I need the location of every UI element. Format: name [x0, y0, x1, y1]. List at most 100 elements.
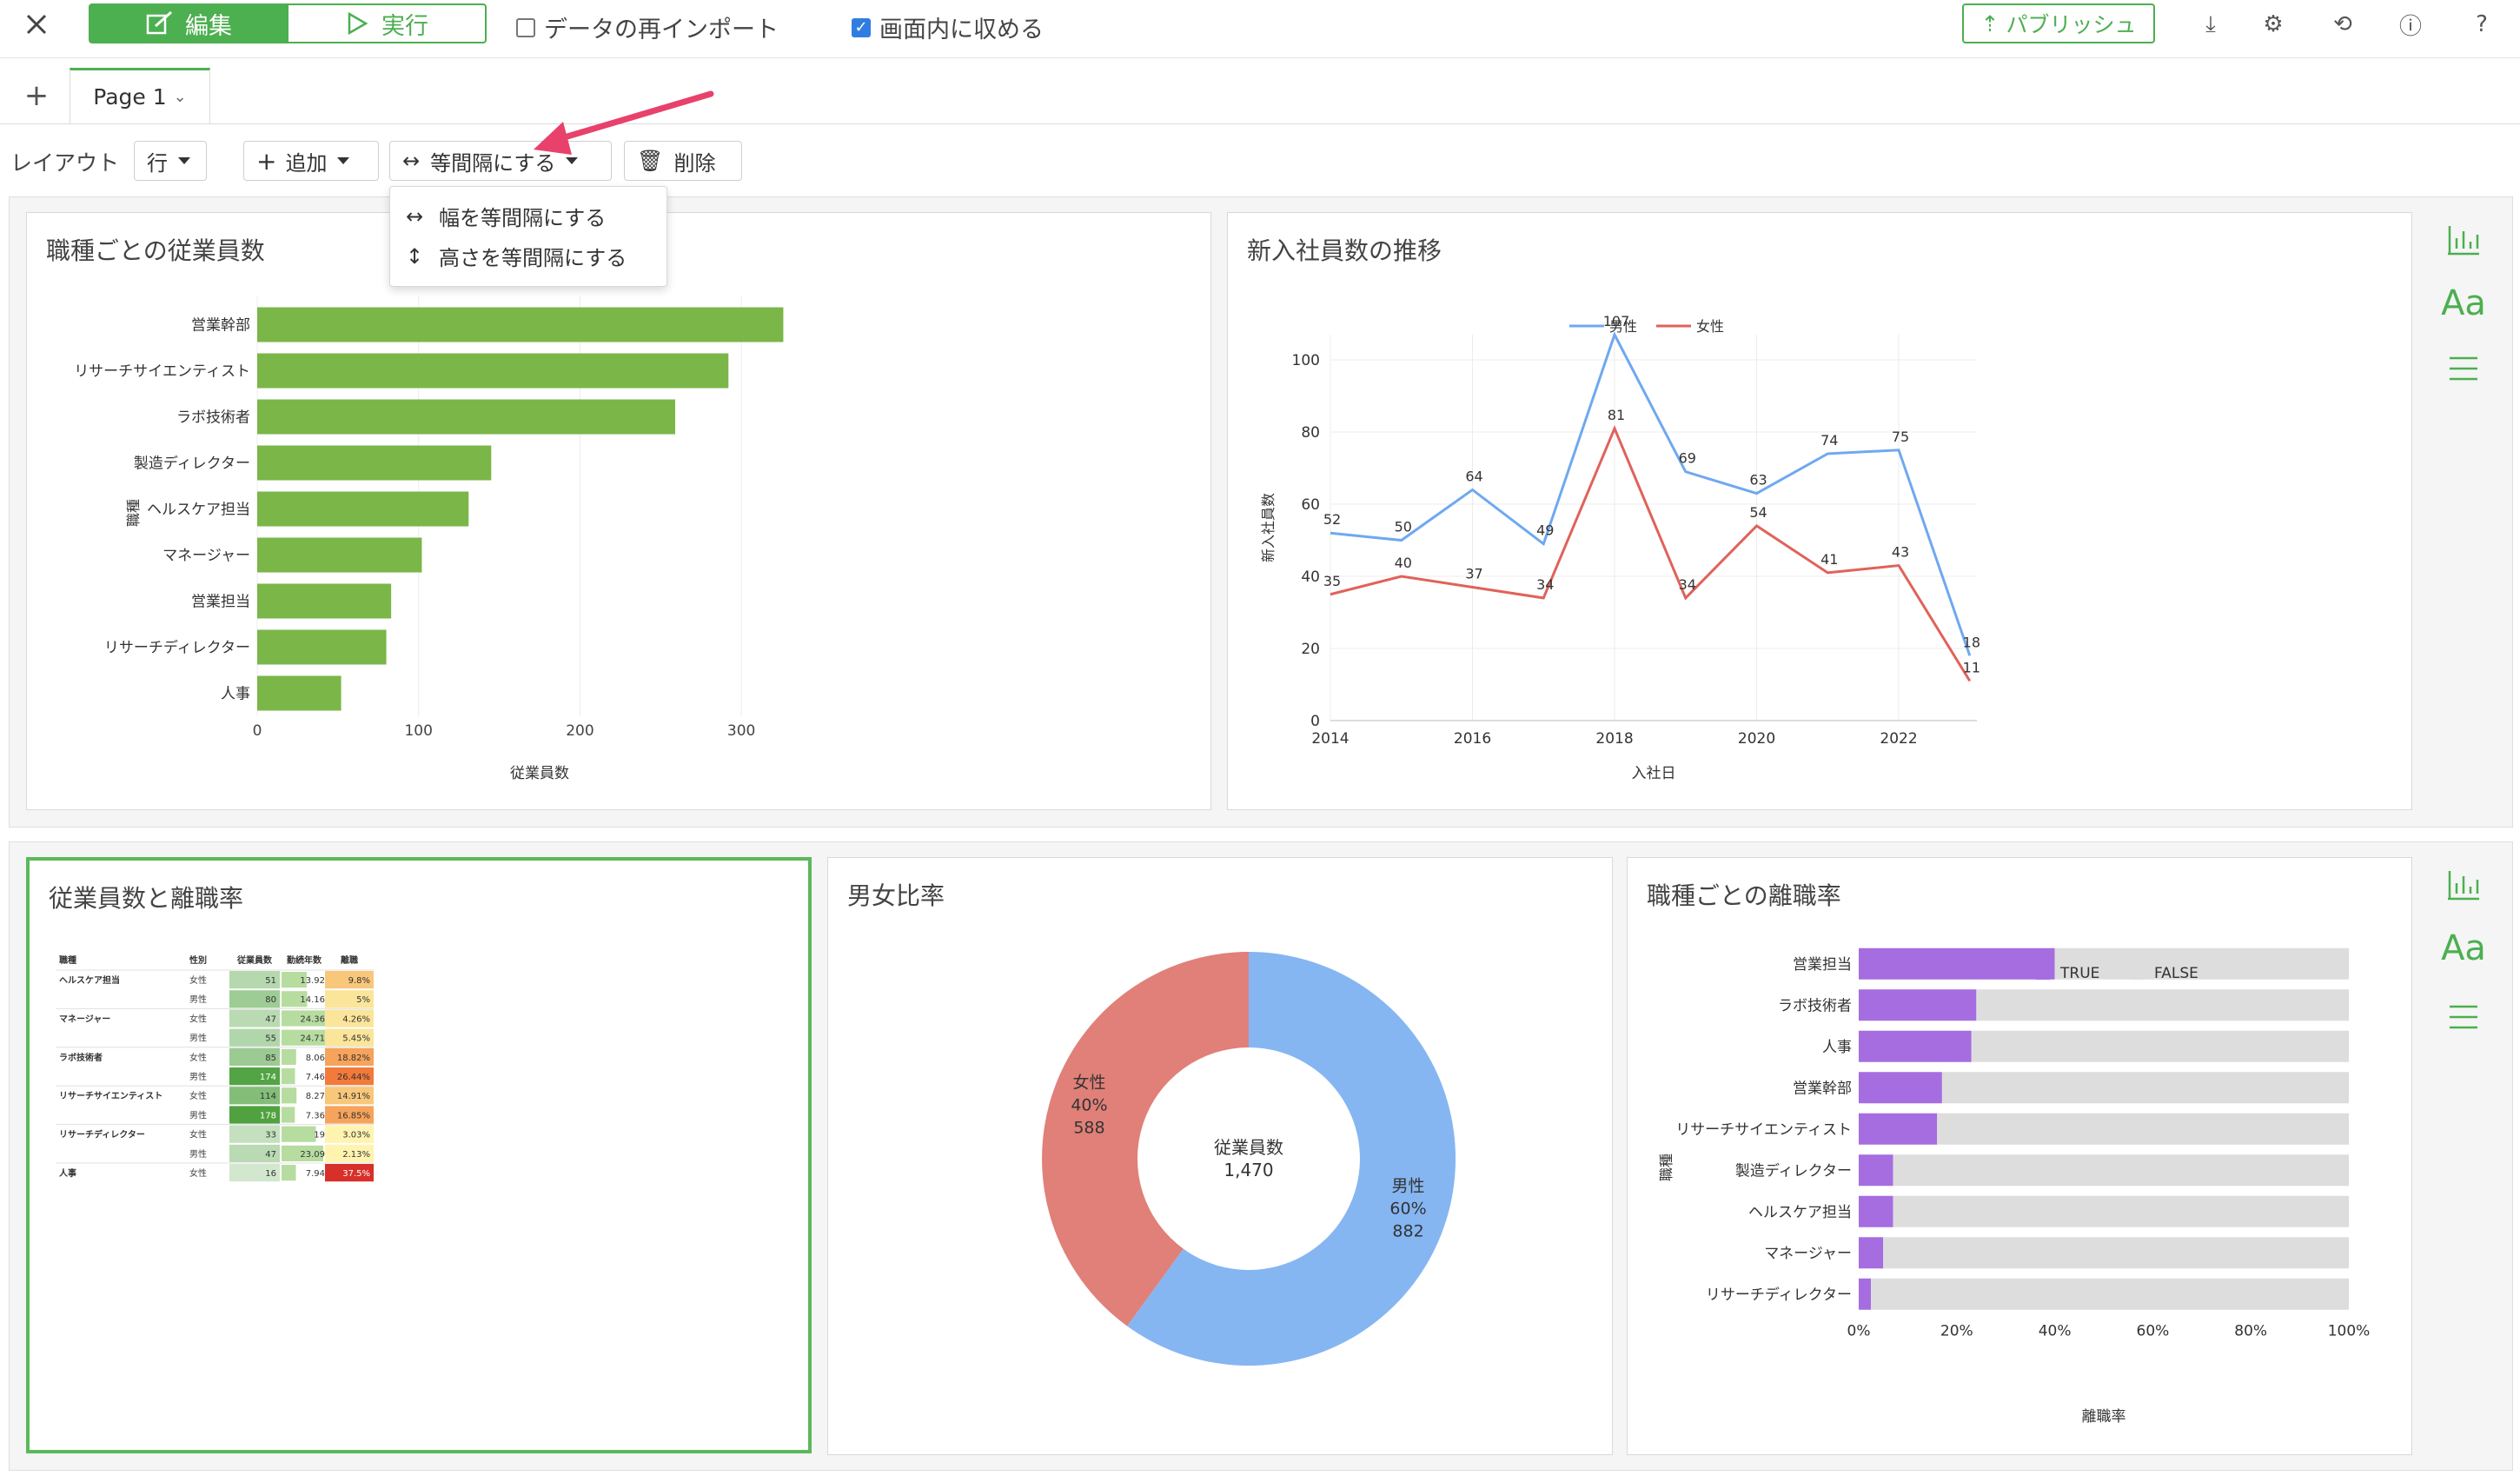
table-cell: リサーチディレクター — [59, 1129, 145, 1140]
legend-swatch — [2036, 966, 2050, 980]
gear-icon[interactable]: ⚙ — [2263, 11, 2284, 37]
fit-screen-label: 画面内に収める — [879, 17, 1044, 43]
bar — [257, 445, 492, 481]
stacked-bar-segment — [1883, 1237, 2349, 1269]
stacked-bar-segment — [1859, 1278, 1872, 1310]
stacked-bar-segment — [1859, 1072, 1942, 1104]
horizontal-arrows-icon: ↔ — [402, 149, 421, 173]
table-cell: 8.06 — [306, 1054, 325, 1063]
menu-lines-icon[interactable] — [2437, 351, 2490, 391]
stacked-bar-segment — [1937, 1113, 2349, 1145]
panel-new-hires-trend[interactable]: 新入社員数の推移 0 20 40 60 80 100 2014 2016 2018 2020 202… — [1227, 212, 2412, 810]
y-tick-label: ヘルスケア担当 — [1748, 1204, 1852, 1221]
layout-select[interactable]: 行 — [134, 141, 207, 181]
x-tick-label: 2014 — [1311, 730, 1349, 748]
publish-button[interactable]: ⇡ パブリッシュ — [1962, 3, 2155, 43]
stacked-bar-segment — [1976, 989, 2349, 1021]
table-cell: 14.16 — [300, 995, 325, 1005]
tab-page-1[interactable]: Page 1 ⌄ — [70, 68, 210, 123]
legend-label: 男性 — [1609, 318, 1637, 335]
equal-spacing-button[interactable]: ↔ 等間隔にする — [389, 141, 612, 181]
stacked-bar-segment — [1859, 989, 1977, 1021]
x-tick-label: 20% — [1940, 1323, 1973, 1340]
reimport-checkbox[interactable]: データの再インポート — [516, 10, 779, 44]
checkbox-checked-icon[interactable]: ✓ — [852, 17, 871, 37]
menu-item-equal-width[interactable]: ↔ 幅を等間隔にする — [406, 201, 606, 231]
text-format-icon[interactable]: Aa — [2441, 928, 2486, 968]
help-icon[interactable]: ? — [2476, 11, 2488, 37]
panel-employees-and-attrition[interactable]: 従業員数と離職率 職種 性別 従業員数 勤続年数 離職 ヘルスケア担当 女性 51 13.92 9… — [26, 857, 812, 1453]
data-label: 43 — [1892, 544, 1909, 561]
table-cell: 5% — [356, 995, 370, 1005]
data-label: 50 — [1395, 519, 1412, 535]
y-tick-label: 人事 — [221, 686, 250, 703]
bar — [257, 399, 675, 435]
table-cell: 23.09 — [300, 1150, 325, 1160]
y-tick-label: マネージャー — [162, 548, 250, 565]
checkbox-unchecked[interactable] — [516, 17, 535, 37]
table-cell: 14.91% — [337, 1092, 370, 1101]
delete-button[interactable]: 🗑 削除 — [624, 141, 742, 181]
table-cell: 13.92 — [300, 976, 325, 986]
panel-employees-by-role[interactable]: 職種ごとの従業員数 0 100 200 300 営業幹部 リサーチサイエンティスト ラボ技術… — [26, 212, 1211, 810]
x-tick-label: 300 — [727, 722, 755, 740]
run-button[interactable]: 実行 — [288, 3, 487, 43]
reimport-label: データの再インポート — [544, 17, 779, 43]
chart-type-icon[interactable] — [2437, 223, 2490, 266]
table-cell: 女性 — [189, 974, 207, 986]
y-tick-label: 営業幹部 — [191, 316, 250, 335]
table-cell: 47 — [265, 1014, 276, 1024]
y-tick-label: ラボ技術者 — [1778, 997, 1852, 1014]
heat-cell — [229, 1144, 280, 1162]
info-icon[interactable]: ⓘ — [2398, 13, 2422, 40]
edit-button[interactable]: 編集 — [89, 3, 288, 43]
panel-title: 従業員数と離職率 — [49, 884, 244, 913]
chart-type-icon[interactable] — [2437, 868, 2490, 911]
table-cell: 男性 — [189, 1148, 207, 1160]
heat-cell — [325, 1009, 374, 1027]
annotation-arrow — [534, 90, 714, 155]
data-bar — [282, 1107, 295, 1123]
download-icon[interactable]: ⤓ — [2205, 10, 2216, 37]
legend-swatch — [2130, 966, 2144, 980]
stacked-bar-segment — [1893, 1195, 2349, 1227]
y-tick-label: 営業担当 — [1793, 956, 1852, 974]
close-icon[interactable] — [19, 7, 54, 42]
data-label: 81 — [1608, 407, 1625, 423]
slice-value: 588 — [1073, 1118, 1104, 1137]
table-cell: リサーチサイエンティスト — [59, 1091, 162, 1101]
stacked-bar-segment — [1871, 1278, 2349, 1310]
panel-gender-ratio[interactable]: 男女比率 男性 60% 882 女性 40% 588 従業員数 1,470 — [827, 857, 1613, 1455]
history-icon[interactable]: ⟲ — [2333, 11, 2352, 37]
edit-icon — [146, 10, 172, 35]
layout-select-value: 行 — [147, 150, 168, 176]
column-header: 勤続年数 — [287, 954, 322, 966]
add-page-button[interactable]: + — [23, 78, 50, 113]
panel-attrition-by-role[interactable]: 職種ごとの離職率 営業担当 ラボ技術者 人事 営業幹部 リサーチサイエンティスト 製造ディ… — [1627, 857, 2412, 1455]
stacked-bar-segment — [2054, 947, 2349, 980]
heat-cell — [229, 1087, 280, 1105]
y-tick-label: 人事 — [1822, 1039, 1852, 1056]
stacked-bar-chart: 営業担当ラボ技術者人事営業幹部リサーチサイエンティスト製造ディレクターヘルスケア… — [1658, 947, 2370, 1426]
y-tick-label: リサーチディレクター — [104, 639, 250, 657]
y-axis-label: 新入社員数 — [1260, 493, 1277, 562]
menu-lines-icon[interactable] — [2437, 1000, 2490, 1040]
equal-spacing-label: 等間隔にする — [430, 150, 556, 176]
data-label: 74 — [1820, 432, 1838, 449]
data-label: 54 — [1749, 504, 1767, 521]
equal-spacing-menu: ↔ 幅を等間隔にする ↕ 高さを等間隔にする — [389, 186, 667, 287]
data-bar — [282, 1010, 326, 1027]
bar — [257, 491, 469, 527]
y-tick-label: 20 — [1301, 641, 1320, 658]
panel-title: 新入社員数の推移 — [1247, 236, 1442, 265]
table-cell: 16.85% — [337, 1111, 370, 1120]
slice-percent: 40% — [1071, 1095, 1107, 1114]
text-format-icon[interactable]: Aa — [2441, 283, 2486, 323]
stacked-bar-segment — [1859, 1030, 1972, 1062]
fit-screen-checkbox[interactable]: ✓ 画面内に収める — [852, 10, 1044, 44]
add-button[interactable]: + 追加 — [243, 141, 379, 181]
y-tick-label: 製造ディレクター — [1735, 1161, 1852, 1180]
menu-item-equal-height[interactable]: ↕ 高さを等間隔にする — [406, 241, 627, 271]
x-tick-label: 2022 — [1880, 730, 1917, 748]
y-tick-label: 0 — [1310, 713, 1320, 730]
